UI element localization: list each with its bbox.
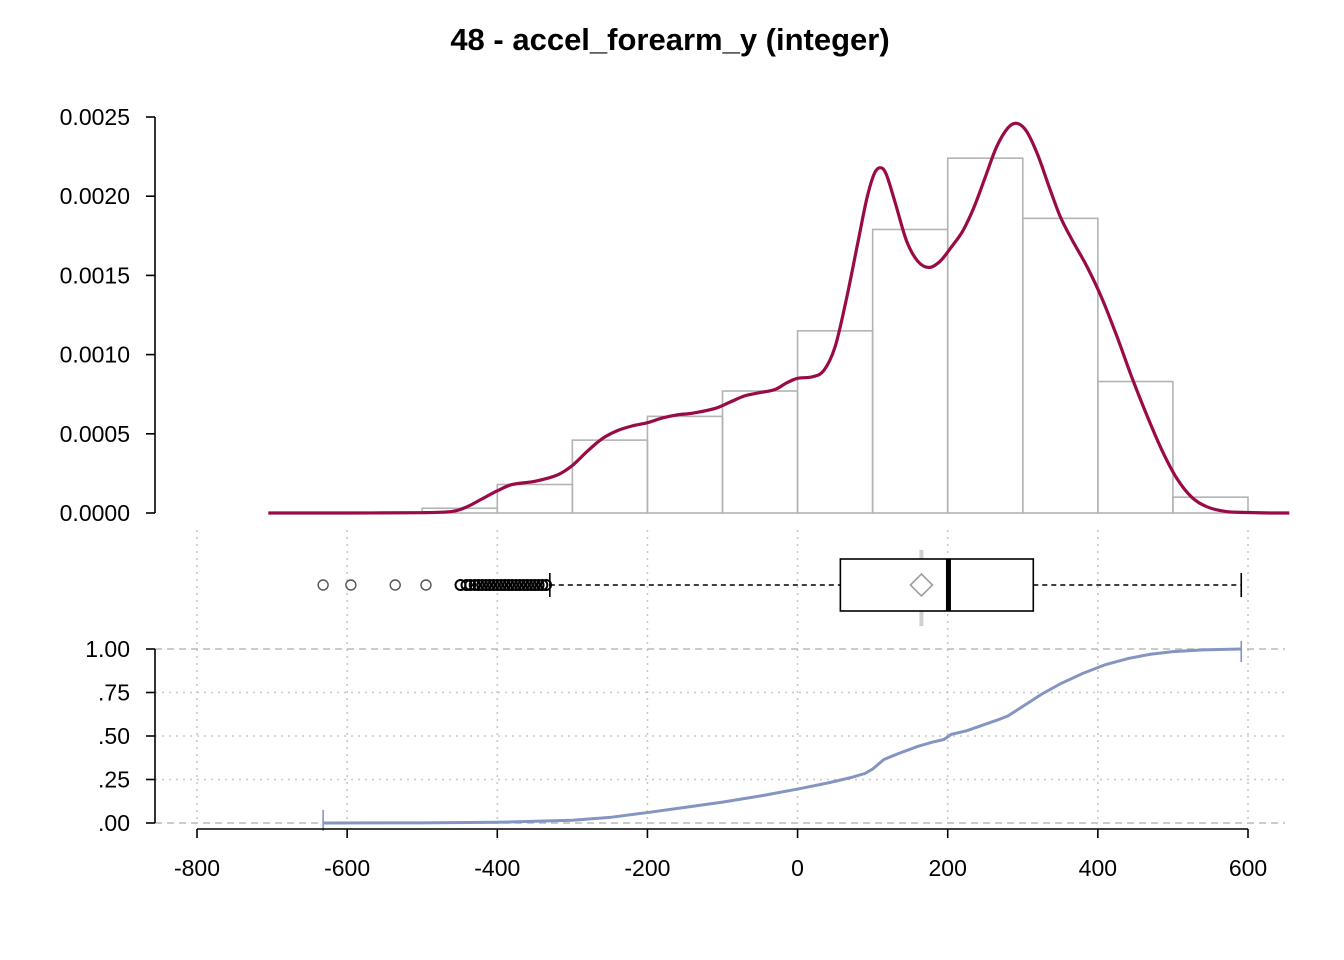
mean-diamond bbox=[909, 572, 934, 598]
outlier-point bbox=[464, 579, 477, 591]
outlier-point bbox=[487, 579, 500, 591]
outlier-point bbox=[502, 579, 515, 591]
outlier-point bbox=[517, 579, 530, 591]
ecdf-y-axis: .00 .25 .50 .75 1.00 bbox=[85, 636, 156, 836]
x-tick-label: 200 bbox=[929, 855, 967, 881]
histogram-bar bbox=[571, 439, 649, 514]
outlier-point bbox=[491, 579, 504, 591]
outlier-point bbox=[540, 579, 553, 591]
outlier-point bbox=[532, 579, 545, 591]
x-tick-label: 0 bbox=[791, 855, 804, 881]
density-curve bbox=[268, 121, 1290, 515]
outlier-point bbox=[528, 579, 541, 591]
outlier-point bbox=[536, 579, 549, 591]
outlier-point bbox=[345, 579, 357, 591]
ecdf-y-tick-label: .25 bbox=[98, 767, 130, 793]
ecdf-y-tick-label: .50 bbox=[98, 723, 130, 749]
histogram-bar bbox=[946, 157, 1024, 514]
outlier-point bbox=[506, 579, 519, 591]
outlier-point bbox=[420, 579, 432, 591]
outlier-point bbox=[468, 579, 481, 591]
outlier-point bbox=[389, 579, 401, 591]
outlier-point bbox=[476, 579, 489, 591]
x-tick-label: 600 bbox=[1229, 855, 1267, 881]
ecdf-curve bbox=[323, 647, 1242, 825]
ecdf-y-tick-label: 1.00 bbox=[85, 636, 130, 662]
outlier-point bbox=[521, 579, 534, 591]
outlier-point bbox=[472, 579, 485, 591]
x-tick-label: -600 bbox=[324, 855, 370, 881]
ecdf-panel: .00 .25 .50 .75 1.00 bbox=[85, 636, 1285, 836]
outlier-point bbox=[317, 579, 329, 591]
x-axis: -800 -600 -400 -200 0 200 400 600 bbox=[174, 828, 1267, 881]
outlier-point bbox=[480, 579, 493, 591]
density-y-tick-label: 0.0015 bbox=[60, 262, 130, 288]
ecdf-y-tick-label: .00 bbox=[98, 810, 130, 836]
histogram-bars bbox=[421, 157, 1249, 514]
outlier-point bbox=[460, 579, 473, 591]
x-tick-label: -200 bbox=[624, 855, 670, 881]
x-tick-label: 400 bbox=[1079, 855, 1117, 881]
box-iqr bbox=[839, 558, 1035, 612]
density-y-axis: 0.0000 0.0005 0.0010 0.0015 0.0020 0.0025 bbox=[60, 104, 156, 526]
ecdf-y-tick-label: .75 bbox=[98, 680, 130, 706]
chart-title: 48 - accel_forearm_y (integer) bbox=[450, 22, 889, 57]
histogram-bar bbox=[1097, 380, 1174, 514]
density-y-tick-label: 0.0005 bbox=[60, 421, 130, 447]
outlier-point bbox=[510, 579, 523, 591]
histogram-bar bbox=[496, 483, 574, 514]
histogram-bar bbox=[646, 415, 724, 514]
boxplot-panel bbox=[317, 550, 1243, 626]
density-panel: 0.0000 0.0005 0.0010 0.0015 0.0020 0.0025 bbox=[60, 104, 1290, 526]
density-y-tick-label: 0.0010 bbox=[60, 342, 130, 368]
density-y-tick-label: 0.0025 bbox=[60, 104, 130, 130]
density-y-tick-label: 0.0020 bbox=[60, 183, 130, 209]
histogram-bar bbox=[871, 228, 949, 514]
outlier-point bbox=[498, 579, 511, 591]
outlier-point bbox=[525, 579, 538, 591]
outlier-point bbox=[483, 579, 496, 591]
ecdf-gridlines bbox=[155, 641, 1285, 831]
histogram-bar bbox=[721, 390, 799, 514]
density-y-tick-label: 0.0000 bbox=[60, 500, 130, 526]
outlier-point bbox=[513, 579, 526, 591]
histogram-bar bbox=[1172, 496, 1249, 514]
x-tick-label: -400 bbox=[474, 855, 520, 881]
outlier-point bbox=[495, 579, 508, 591]
x-tick-label: -800 bbox=[174, 855, 220, 881]
histogram-bar bbox=[796, 330, 874, 514]
